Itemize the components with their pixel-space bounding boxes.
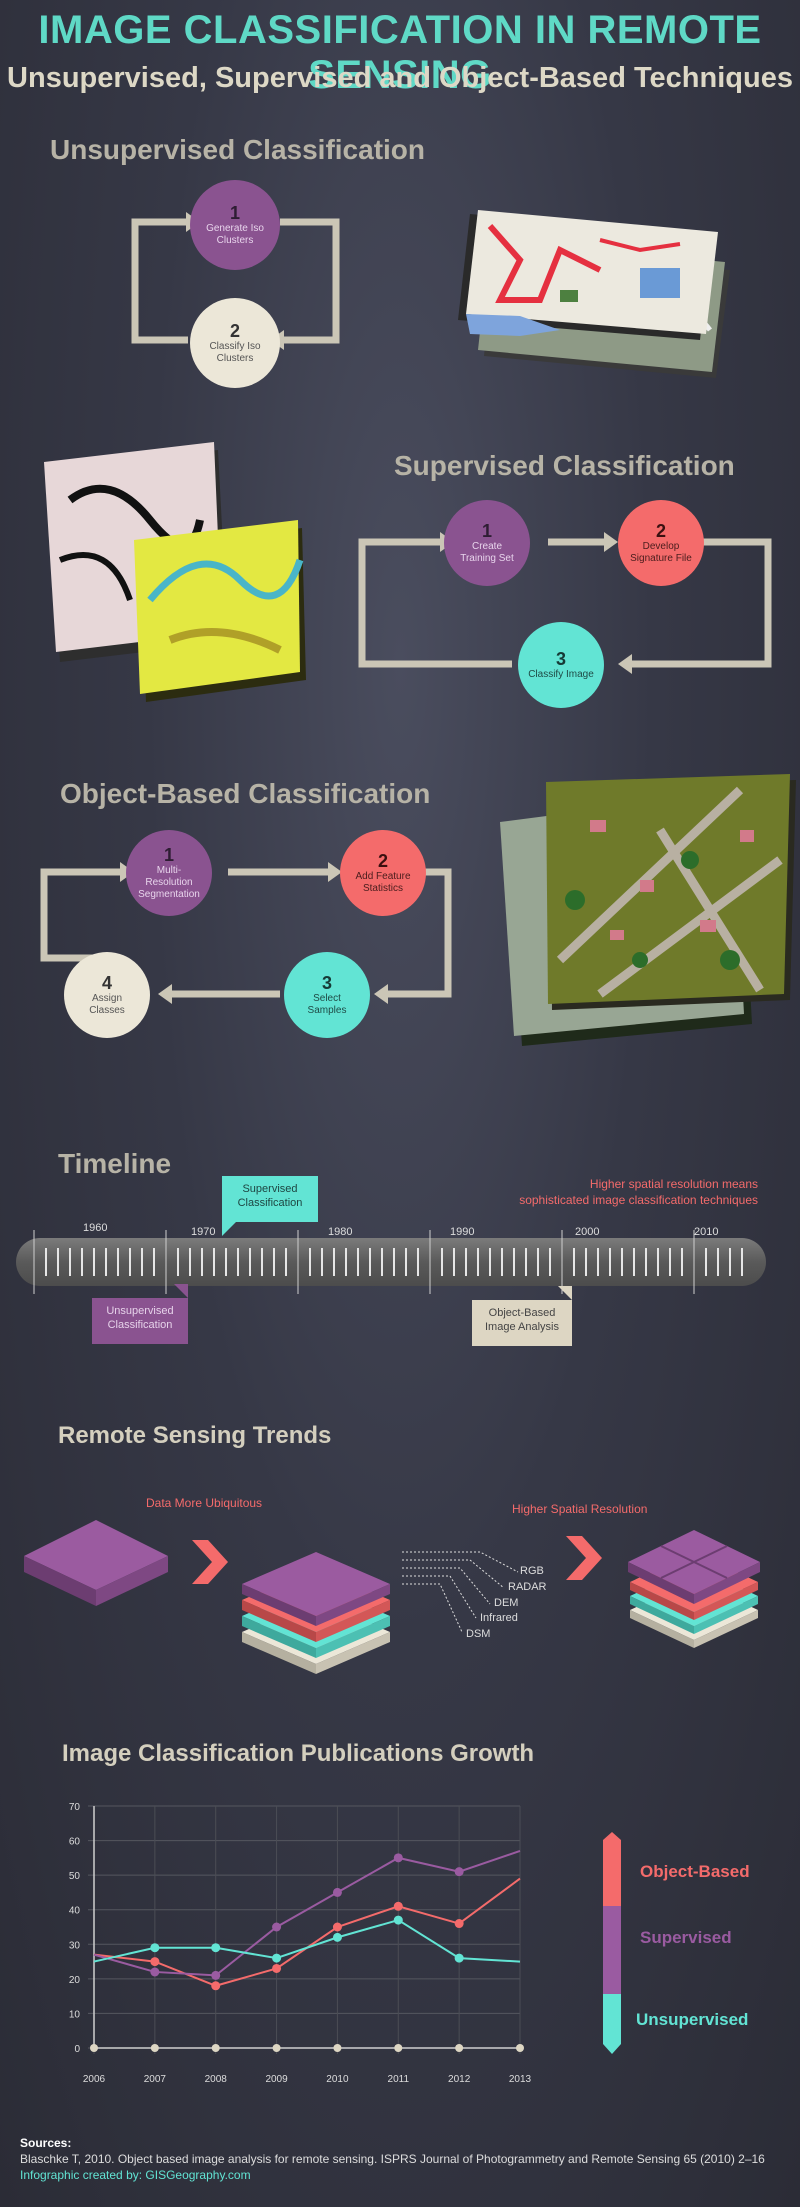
credit: Infographic created by: GISGeography.com — [20, 2168, 251, 2182]
object-step-3: 3 Select Samples — [284, 952, 370, 1038]
data-point-supervised — [393, 1853, 403, 1863]
data-point-supervised — [272, 1922, 282, 1932]
object-step-1: 1 Multi-Resolution Segmentation — [126, 830, 212, 916]
x-tick-label: 2011 — [388, 2074, 410, 2085]
legend-unsupervised: Unsupervised — [636, 2010, 749, 2029]
y-tick-label: 20 — [69, 1975, 81, 1986]
event-supervised: Supervised Classification — [222, 1176, 318, 1222]
timeline-year: 2000 — [575, 1226, 600, 1238]
x-tick-label: 2010 — [326, 2074, 349, 2085]
y-tick-label: 60 — [69, 1837, 81, 1848]
citation: Blaschke T, 2010. Object based image ana… — [20, 2152, 765, 2166]
baseline-point — [333, 2044, 342, 2052]
supervised-heading: Supervised Classification — [394, 450, 735, 481]
y-tick-label: 0 — [74, 2044, 80, 2055]
layer-label: Infrared — [480, 1612, 518, 1624]
layer-label: RADAR — [508, 1581, 547, 1593]
data-point-unsupervised — [272, 1953, 282, 1963]
chart-title: Image Classification Publications Growth — [62, 1740, 535, 1767]
object-step-2: 2 Add Feature Statistics — [340, 830, 426, 916]
data-point-object-based — [150, 1957, 160, 1967]
object-step-4: 4 Assign Classes — [64, 952, 150, 1038]
baseline-point — [455, 2044, 464, 2052]
baseline-point — [211, 2044, 220, 2052]
data-point-supervised — [150, 1967, 160, 1977]
x-tick-label: 2006 — [83, 2074, 106, 2085]
baseline-point — [394, 2044, 403, 2052]
timeline-year: 1970 — [191, 1226, 216, 1238]
data-point-object-based — [272, 1963, 282, 1973]
y-tick-label: 50 — [69, 1871, 81, 1882]
x-tick-label: 2012 — [448, 2074, 471, 2085]
timeline-year: 2010 — [694, 1226, 719, 1238]
data-point-unsupervised — [454, 1953, 464, 1963]
supervised-step-1: 1 Create Training Set — [444, 500, 530, 586]
x-tick-label: 2007 — [144, 2074, 167, 2085]
baseline-point — [516, 2044, 524, 2052]
data-point-unsupervised — [393, 1915, 403, 1925]
x-tick-label: 2013 — [509, 2074, 532, 2085]
unsupervised-heading: Unsupervised Classification — [50, 134, 426, 165]
data-point-object-based — [393, 1901, 403, 1911]
x-tick-label: 2009 — [265, 2074, 288, 2085]
data-point-object-based — [211, 1981, 221, 1991]
event-unsupervised: Unsupervised Classification — [92, 1298, 188, 1344]
baseline-point — [272, 2044, 281, 2052]
supervised-step-3: 3 Classify Image — [518, 622, 604, 708]
timeline-year: 1990 — [450, 1226, 475, 1238]
timeline-year: 1960 — [83, 1222, 108, 1234]
sources: Sources: Blaschke T, 2010. Object based … — [20, 2136, 765, 2182]
trend-label-resolution: Higher Spatial Resolution — [512, 1502, 648, 1516]
layer-label: DSM — [466, 1628, 491, 1640]
event-object-based: Object-Based Image Analysis — [472, 1300, 572, 1346]
trend-label-ubiquitous: Data More Ubiquitous — [146, 1496, 263, 1510]
baseline-point — [90, 2044, 98, 2052]
y-tick-label: 10 — [69, 2009, 81, 2020]
y-tick-label: 70 — [69, 1802, 81, 1813]
y-tick-label: 40 — [69, 1906, 81, 1917]
trends-heading: Remote Sensing Trends — [58, 1422, 332, 1449]
x-tick-label: 2008 — [205, 2074, 228, 2085]
timeline-heading: Timeline — [58, 1148, 172, 1179]
legend-supervised: Supervised — [640, 1928, 732, 1947]
page-title: IMAGE CLASSIFICATION IN REMOTE SENSING — [38, 8, 762, 97]
y-tick-label: 30 — [69, 1940, 81, 1951]
timeline-note: Higher spatial resolution means sophisti… — [519, 1177, 758, 1207]
layer-label: RGB — [520, 1565, 544, 1577]
data-point-unsupervised — [211, 1943, 221, 1953]
data-point-supervised — [332, 1887, 342, 1897]
data-point-unsupervised — [150, 1943, 160, 1953]
data-point-object-based — [332, 1922, 342, 1932]
baseline-point — [150, 2044, 159, 2052]
data-point-object-based — [454, 1919, 464, 1929]
page-subtitle: Unsupervised, Supervised and Object-Base… — [7, 62, 793, 94]
data-point-unsupervised — [332, 1932, 342, 1942]
timeline-year: 1980 — [328, 1226, 353, 1238]
data-point-supervised — [454, 1867, 464, 1877]
series-line-unsupervised — [93, 1919, 521, 1963]
legend-object-based: Object-Based — [640, 1862, 750, 1881]
unsupervised-step-1: 1 Generate Iso Clusters — [190, 180, 280, 270]
layer-label: DEM — [494, 1597, 519, 1609]
data-point-supervised — [211, 1970, 221, 1980]
object-based-heading: Object-Based Classification — [60, 778, 431, 809]
series-line-supervised — [93, 1849, 521, 1977]
unsupervised-step-2: 2 Classify Iso Clusters — [190, 298, 280, 388]
supervised-step-2: 2 Develop Signature File — [618, 500, 704, 586]
